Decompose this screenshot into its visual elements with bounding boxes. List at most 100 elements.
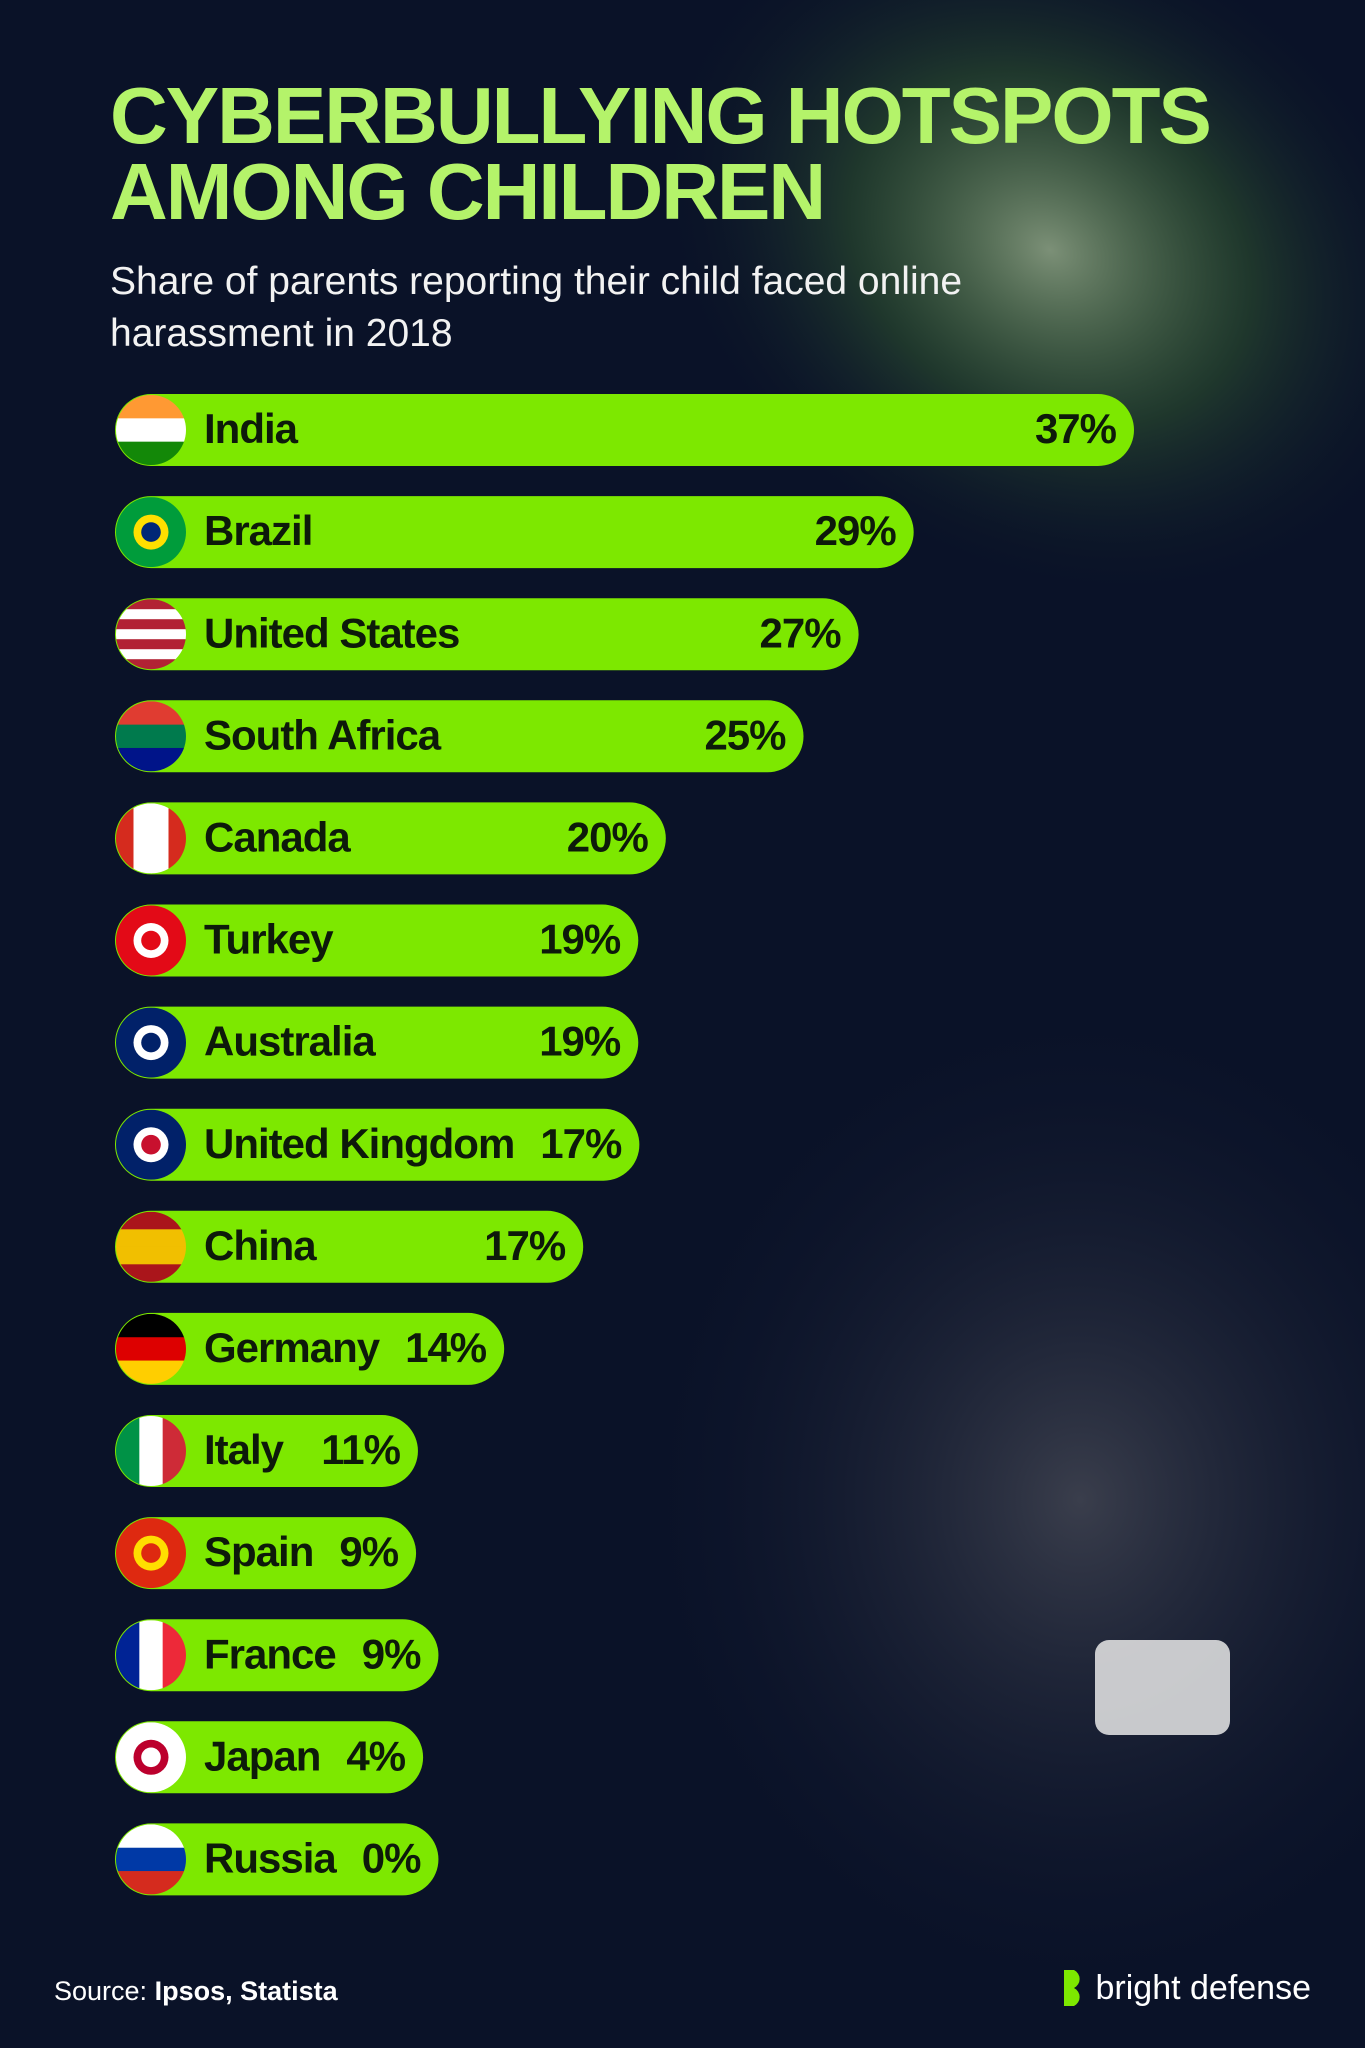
bar-row: India 37% — [115, 394, 1134, 466]
bar — [115, 1210, 584, 1283]
flag — [116, 1211, 186, 1282]
value-label: 25% — [704, 711, 786, 758]
flag — [116, 1824, 186, 1895]
category-label: South Africa — [204, 711, 442, 758]
flag-stripe — [116, 441, 186, 465]
category-label: Italy — [204, 1426, 285, 1473]
value-label: 27% — [760, 609, 842, 656]
bar-row: Russia 0% — [115, 1823, 439, 1896]
flag-stripe — [116, 1871, 186, 1895]
flag-stripe — [133, 803, 152, 874]
photo-shade — [620, 980, 1365, 2020]
flag-emblem-inner — [141, 930, 161, 951]
flag-stripe — [116, 1824, 186, 1849]
flag — [116, 701, 186, 772]
flag — [116, 497, 186, 568]
flag — [116, 1416, 186, 1486]
bar — [115, 1823, 439, 1896]
phone-screen — [1095, 1640, 1230, 1735]
bar-row: Germany 14% — [115, 1312, 505, 1385]
flag-stripe — [116, 1246, 186, 1265]
bar — [115, 1006, 639, 1079]
bar — [115, 700, 804, 773]
bar-row: China 17% — [115, 1210, 584, 1283]
value-label: 20% — [567, 813, 649, 860]
flag-stripe — [116, 659, 186, 670]
flag-stripe — [116, 609, 186, 620]
flag-stripe — [116, 1360, 186, 1384]
flag-emblem-inner — [141, 1747, 161, 1768]
value-label: 29% — [815, 507, 897, 554]
bar — [115, 1517, 417, 1590]
value-label: 14% — [405, 1324, 487, 1371]
value-label: 9% — [362, 1630, 421, 1677]
flag-stripe — [139, 1416, 164, 1486]
value-label: 37% — [1035, 405, 1117, 452]
flag-stripe — [116, 649, 186, 660]
source-text: Ipsos, Statista — [154, 1976, 338, 2006]
flag-stripe — [116, 1313, 186, 1338]
flag-emblem-inner — [141, 522, 161, 542]
bar — [115, 802, 666, 875]
brand-name: bright defense — [1095, 1968, 1312, 2007]
flag-stripe — [116, 724, 186, 749]
flag-stripe — [116, 701, 186, 726]
bar-row: Japan 4% — [115, 1721, 424, 1794]
bar — [115, 1108, 640, 1181]
brand: bright defense — [1060, 1968, 1312, 2008]
flag-emblem-inner — [141, 1032, 161, 1053]
flag-stripe — [162, 1620, 186, 1691]
bar — [115, 904, 639, 977]
bar-row: Turkey 19% — [115, 904, 639, 977]
category-label: Australia — [204, 1018, 376, 1065]
title: CYBERBULLYING HOTSPOTS AMONG CHILDREN — [110, 71, 1212, 236]
flag-stripe — [116, 639, 186, 650]
flag-stripe — [151, 803, 169, 874]
flag-stripe — [116, 395, 186, 419]
bar — [115, 1619, 439, 1692]
value-label: 19% — [539, 916, 621, 963]
flag-emblem-inner — [141, 1543, 161, 1563]
value-label: 11% — [321, 1426, 400, 1473]
bar — [115, 496, 914, 569]
flag-stripe — [116, 1337, 186, 1362]
flag-stripe — [116, 747, 186, 772]
flag-stripe — [139, 1620, 164, 1691]
flag — [116, 1620, 186, 1691]
flag-stripe — [116, 599, 186, 610]
category-label: Turkey — [204, 916, 334, 963]
flag-stripe — [116, 1416, 140, 1486]
category-label: Japan — [204, 1732, 320, 1779]
bar — [115, 394, 1134, 466]
flag-stripe — [116, 418, 186, 443]
brand-logo — [1063, 1970, 1080, 2006]
flag — [116, 1313, 186, 1384]
bar-row: Italy 11% — [115, 1415, 418, 1487]
flag-stripe — [116, 619, 186, 630]
category-label: China — [204, 1222, 317, 1269]
flag-stripe — [116, 629, 186, 640]
flag-stripe — [162, 1416, 186, 1486]
value-label: 17% — [484, 1222, 566, 1269]
value-label: 0% — [362, 1834, 421, 1881]
source: Source: Ipsos, Statista — [54, 1976, 338, 2007]
category-label: United Kingdom — [204, 1120, 514, 1167]
flag — [116, 1007, 186, 1078]
bar-row: Canada 20% — [115, 802, 666, 875]
bar-row: Australia 19% — [115, 1006, 639, 1079]
category-label: Brazil — [204, 507, 312, 554]
category-label: Germany — [204, 1324, 381, 1371]
bar — [115, 1721, 424, 1794]
category-label: India — [204, 405, 299, 452]
bar-row: United States 27% — [115, 598, 859, 671]
flag-stripe — [116, 1620, 140, 1691]
flag — [116, 599, 186, 670]
category-label: Canada — [204, 813, 351, 860]
bar-row: United Kingdom 17% — [115, 1108, 640, 1181]
value-label: 9% — [339, 1528, 398, 1575]
flag-stripe — [116, 1847, 186, 1872]
bar-row: France 9% — [115, 1619, 439, 1692]
bar-row: Spain 9% — [115, 1517, 417, 1590]
